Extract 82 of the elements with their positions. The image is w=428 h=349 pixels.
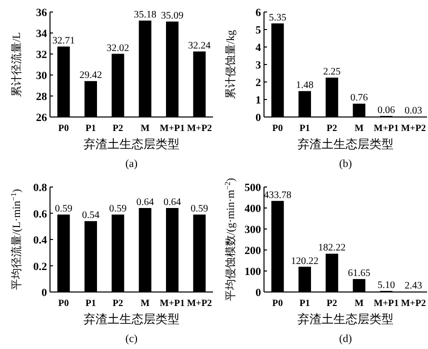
y-tick-label: 3 [256, 60, 262, 72]
text: (d) [339, 333, 352, 345]
data-label: 2.25 [323, 66, 341, 78]
y-tick-label: 1 [256, 94, 261, 106]
y-tick-label: 30 [36, 70, 48, 82]
data-label: 32.24 [188, 40, 211, 52]
data-label: 32.02 [106, 42, 130, 54]
x-tick-label: P0 [58, 299, 70, 309]
data-label: 35.18 [134, 10, 156, 21]
x-tick-label: M [140, 124, 150, 134]
data-label: 0.59 [190, 204, 208, 215]
data-label: 2.43 [404, 280, 422, 292]
x-tick-label: M+P1 [374, 124, 399, 134]
x-tick-label: M+P2 [400, 299, 426, 309]
x-tick-label: M+P1 [160, 124, 185, 134]
x-tick-label: P2 [326, 124, 338, 134]
x-tick-label: M+P1 [374, 299, 399, 309]
y-tick-label: 100 [244, 266, 262, 278]
x-tick-label: P0 [272, 299, 284, 309]
x-tick-label: P1 [299, 299, 310, 309]
data-label: 0.59 [109, 204, 127, 215]
y-tick-label: 28 [36, 91, 48, 103]
x-axis-title: 弃渣土生态层类型 [84, 312, 180, 326]
x-axis-title: 弃渣土生态层类型 [298, 137, 394, 151]
x-tick-label: P2 [112, 124, 124, 134]
y-tick-label: 32 [36, 49, 48, 61]
data-label: 5.10 [378, 280, 395, 291]
data-label: 0.54 [82, 210, 100, 222]
data-label: 29.42 [80, 70, 102, 82]
y-tick-label: 0 [42, 287, 48, 299]
y-tick-label: 500 [244, 182, 262, 194]
x-axis-title: 弃渣土生态层类型 [298, 312, 394, 326]
text: (c) [125, 333, 138, 345]
x-tick-label: P0 [58, 124, 70, 134]
x-tick-label: P1 [85, 124, 96, 134]
data-label: 0.59 [54, 204, 72, 215]
x-tick-label: M+P1 [160, 299, 185, 309]
text: (a) [125, 158, 138, 170]
data-label: 0.06 [378, 104, 395, 116]
y-tick-label: 36 [36, 7, 48, 19]
x-tick-label: P2 [326, 299, 338, 309]
y-tick-label: 0.8 [33, 182, 48, 194]
data-label: 35.09 [161, 10, 184, 22]
y-tick-label: 34 [36, 28, 48, 40]
y-tick-label: 6 [256, 7, 262, 19]
y-tick-label: 2 [256, 77, 262, 89]
data-label: 0.03 [404, 105, 422, 116]
y-tick-label: 0.4 [33, 234, 48, 246]
x-tick-label: M+P2 [186, 299, 212, 309]
data-label: 32.71 [52, 36, 75, 47]
y-tick-label: 200 [244, 245, 262, 257]
text: (b) [339, 158, 352, 170]
x-tick-label: P2 [112, 299, 124, 309]
x-tick-label: M [354, 124, 364, 134]
x-tick-label: P0 [272, 124, 284, 134]
data-label: 120.22 [291, 256, 318, 267]
y-tick-label: 400 [244, 203, 262, 215]
y-axis-title: 累计径流量/L [10, 32, 23, 97]
y-tick-label: 5 [256, 24, 262, 36]
x-axis-title: 弃渣土生态层类型 [84, 137, 180, 151]
data-label: 0.64 [164, 197, 181, 208]
y-tick-label: 0.6 [33, 208, 48, 220]
y-axis-title: 累计侵蚀量/kg [224, 29, 237, 100]
y-tick-label: 0.2 [33, 260, 48, 273]
y-tick-label: 0 [256, 287, 262, 299]
data-label: 0.76 [350, 92, 368, 104]
y-tick-label: 0 [256, 112, 262, 124]
x-tick-label: P1 [299, 124, 310, 134]
y-tick-label: 4 [256, 42, 262, 54]
y-tick-label: 300 [244, 224, 262, 236]
x-tick-label: M [140, 299, 150, 309]
y-tick-label: 26 [36, 112, 48, 124]
data-label: 5.35 [268, 12, 286, 24]
data-label: 433.78 [264, 190, 292, 201]
x-tick-label: M+P2 [400, 124, 426, 134]
x-tick-label: M+P2 [186, 124, 212, 134]
data-label: 182.22 [318, 242, 346, 254]
x-tick-label: M [354, 299, 364, 309]
data-label: 61.65 [348, 268, 370, 280]
data-label: 0.64 [136, 197, 154, 208]
x-tick-label: P1 [85, 299, 96, 309]
data-label: 1.48 [296, 80, 314, 92]
